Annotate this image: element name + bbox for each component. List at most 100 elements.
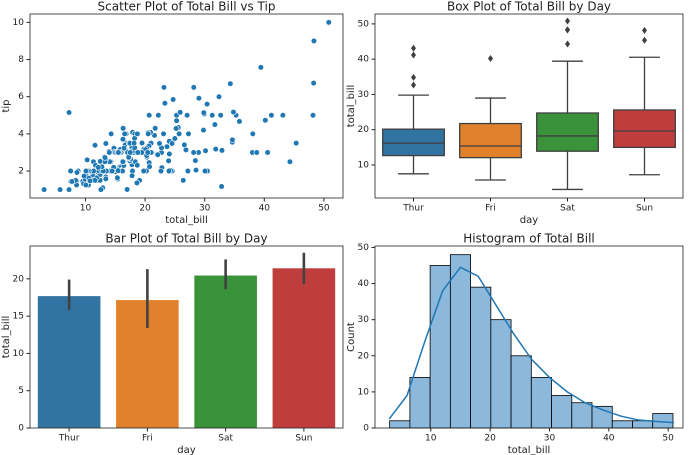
hist-bar [530,377,552,429]
point [155,112,162,119]
point [120,125,127,132]
point [168,140,176,147]
plot-frame [29,13,344,199]
x-tick-label: 30 [199,204,211,214]
y-tick-label: 50 [358,243,370,253]
point [218,147,226,154]
point [97,186,105,193]
bar [37,296,101,428]
y-axis-label: tip [1,99,12,112]
point [229,136,236,143]
point [201,167,209,175]
point [41,186,48,193]
x-tick-label: Sun [295,434,312,444]
point [171,135,178,142]
point [173,125,180,132]
point [134,149,141,156]
y-tick-label: 0 [18,424,24,434]
x-axis-label: day [177,445,195,455]
y-axis-label: Count [346,322,357,352]
y-tick-label: 30 [358,90,370,100]
chart-title: Histogram of Total Bill [463,232,595,246]
point [310,37,318,45]
point [154,151,161,158]
x-axis-label: total_bill [165,215,208,226]
chart-title: Box Plot of Total Bill by Day [447,0,611,14]
x-tick-label: 30 [544,434,556,444]
kde-line [388,266,675,424]
point [124,186,131,193]
point [279,112,286,119]
chart-title: Scatter Plot of Total Bill vs Tip [98,0,276,14]
point [249,130,256,137]
point [262,117,269,124]
bar [194,275,257,428]
bar [272,268,336,428]
point [161,100,169,107]
point [57,186,64,193]
point [190,84,197,91]
point [128,172,136,179]
point [156,140,163,147]
point [195,95,203,102]
point [218,183,225,190]
y-tick-label: 10 [358,161,370,171]
point [146,112,153,119]
x-tick-label: 50 [662,434,674,444]
point [190,149,197,156]
x-axis-label: day [520,215,538,226]
point [173,117,180,124]
outlier [565,40,570,48]
point [202,147,209,154]
outlier [411,44,416,52]
y-tick-label: 50 [358,19,370,29]
point [91,142,99,149]
y-tick-label: 20 [358,351,370,361]
point [130,140,138,147]
point [138,139,146,147]
panel: Box Plot of Total Bill by Day day total_bi… [346,0,684,226]
point [170,96,177,103]
plot-frame [29,245,344,429]
point [157,167,165,175]
point [102,140,109,147]
point [212,146,219,153]
point [82,167,90,175]
point [192,167,200,174]
hist-bar [389,420,411,429]
x-tick-label: 40 [259,204,271,214]
outlier [565,26,570,34]
x-tick-label: 50 [318,204,330,214]
point [86,177,94,185]
point [200,127,207,134]
point [133,179,141,187]
x-tick-label: Sun [636,204,653,214]
x-tick-label: Fri [142,434,153,444]
point [121,130,128,137]
point [325,19,332,26]
point [106,149,113,156]
point [268,112,275,119]
point [160,130,167,137]
point [236,118,243,125]
point [165,157,172,164]
point [102,175,109,182]
y-tick-label: 2 [18,167,24,177]
point [192,157,199,164]
plot-frame [374,245,684,429]
y-tick-label: 40 [358,279,370,289]
x-tick-label: Sat [560,204,575,214]
point [215,93,223,100]
y-tick-label: 40 [358,55,370,65]
point [65,109,73,116]
point [82,181,89,189]
y-tick-label: 30 [358,315,370,325]
outlier [565,17,570,25]
point [165,167,173,175]
y-axis-label: total_bill [1,316,12,359]
point [73,169,81,176]
point [310,80,317,87]
hist-bar [571,402,593,429]
